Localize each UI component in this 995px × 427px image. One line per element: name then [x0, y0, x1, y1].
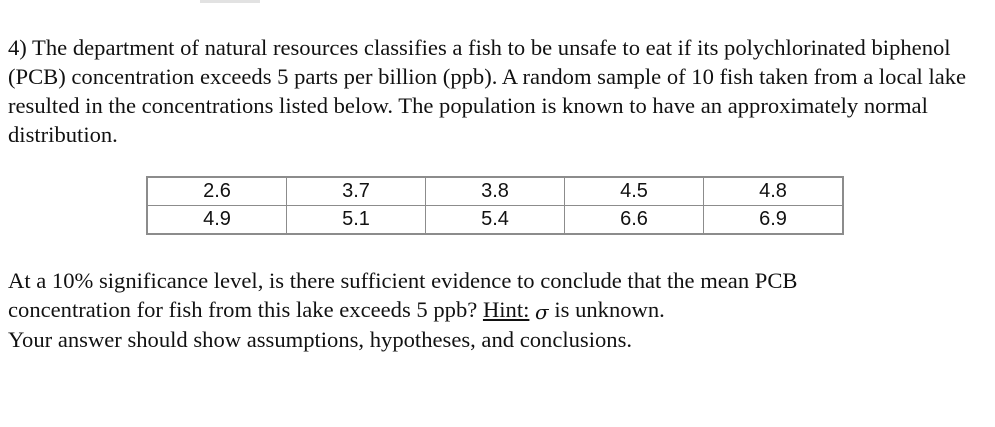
sigma-symbol: σ — [535, 300, 549, 324]
table-cell: 5.4 — [425, 205, 565, 235]
table-row: 4.9 5.1 5.4 6.6 6.9 — [146, 205, 844, 235]
table-cell: 4.5 — [564, 176, 704, 206]
question-line-2-text: concentration for fish from this lake ex… — [8, 297, 483, 322]
table-cell: 6.9 — [703, 205, 844, 235]
pcb-data-table: 2.6 3.7 3.8 4.5 4.8 4.9 5.1 5.4 6.6 6.9 — [146, 176, 844, 235]
table-cell: 3.7 — [286, 176, 426, 206]
table-cell: 6.6 — [564, 205, 704, 235]
question-line-3: Your answer should show assumptions, hyp… — [8, 327, 633, 352]
problem-statement: 4) The department of natural resources c… — [8, 35, 967, 147]
table-cell: 2.6 — [146, 176, 287, 206]
hint-label: Hint: — [482, 297, 530, 322]
question-line-1: At a 10% significance level, is there su… — [8, 268, 798, 293]
table-cell: 4.9 — [146, 205, 287, 235]
question-line-2: concentration for fish from this lake ex… — [8, 295, 983, 325]
table-row: 2.6 3.7 3.8 4.5 4.8 — [146, 176, 844, 206]
table-cell: 5.1 — [286, 205, 426, 235]
scan-artifact — [200, 0, 260, 3]
question-line-2-end: is unknown. — [548, 297, 665, 322]
table-cell: 3.8 — [425, 176, 565, 206]
table-cell: 4.8 — [703, 176, 844, 206]
question-block: At a 10% significance level, is there su… — [8, 266, 983, 354]
